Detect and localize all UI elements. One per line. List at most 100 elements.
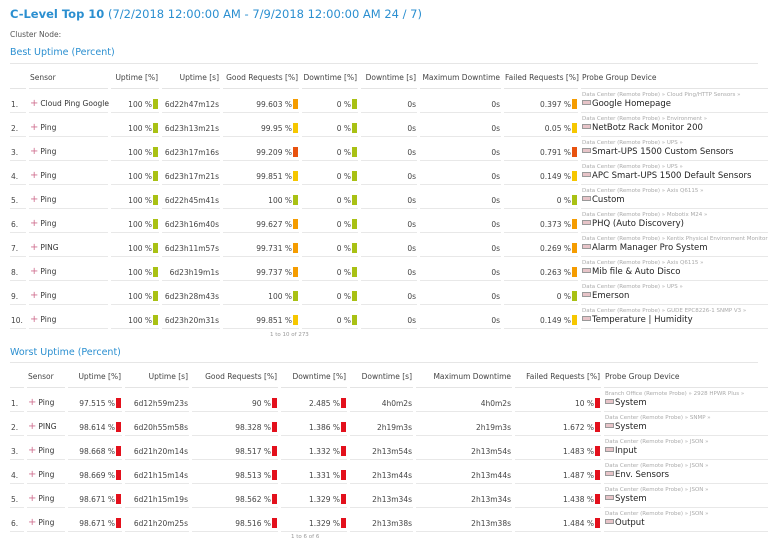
device-link[interactable]: Alarm Manager Pro System: [592, 243, 708, 253]
device-path-breadcrumb[interactable]: Data Center (Remote Probe) » Kentix Phys…: [582, 236, 768, 242]
device-path-breadcrumb[interactable]: Data Center (Remote Probe) » Environment…: [582, 116, 708, 122]
sensor-cell[interactable]: + Ping: [29, 305, 108, 329]
sensor-cell[interactable]: + Ping: [29, 209, 108, 233]
column-header-probe-group-device[interactable]: Probe Group Device: [604, 366, 768, 388]
sensor-link[interactable]: Ping: [38, 470, 55, 479]
probe-group-device: Data Center (Remote Probe) » Kentix Phys…: [581, 233, 768, 257]
sensor-link[interactable]: Ping: [38, 494, 55, 503]
downtime-percent-value: 0 %: [336, 148, 351, 157]
status-bar-fail: [572, 291, 577, 301]
column-header-downtime-percent[interactable]: Downtime [%]: [281, 366, 347, 388]
device-path-breadcrumb[interactable]: Data Center (Remote Probe) » JSON »: [605, 463, 709, 469]
status-bar-up: [116, 470, 121, 480]
sensor-cell[interactable]: + Ping: [29, 185, 108, 209]
sensor-cell[interactable]: + Ping: [29, 161, 108, 185]
sensor-link[interactable]: Ping: [40, 195, 57, 204]
sensor-link[interactable]: Ping: [38, 446, 55, 455]
sensor-cell[interactable]: + Ping: [27, 508, 65, 532]
sensor-cell[interactable]: + Ping: [27, 436, 65, 460]
device-path-breadcrumb[interactable]: Data Center (Remote Probe) » JSON »: [605, 439, 709, 445]
device-path-breadcrumb[interactable]: Data Center (Remote Probe) » Mobotix M24…: [582, 212, 708, 218]
uptime-seconds: 6d23h16m40s: [162, 209, 220, 233]
column-header-good-requests[interactable]: Good Requests [%]: [192, 366, 278, 388]
column-header-sensor[interactable]: Sensor: [27, 366, 65, 388]
device-link[interactable]: System: [615, 422, 647, 432]
uptime-percent-value: 97.515 %: [79, 399, 115, 408]
table-row: 1. + Ping 97.515 % 6d12h59m23s 90 % 2.485…: [10, 388, 768, 412]
table-row: 10. + Ping 100 % 6d23h20m31s 99.851 % 0 %…: [10, 305, 768, 329]
device-path-breadcrumb[interactable]: Data Center (Remote Probe) » UPS »: [582, 284, 683, 290]
device-link[interactable]: Custom: [592, 195, 625, 205]
sensor-link[interactable]: Ping: [40, 123, 57, 132]
device-link[interactable]: System: [615, 494, 647, 504]
sensor-cell[interactable]: + Ping: [27, 484, 65, 508]
worst-pager[interactable]: 1 to 6 of 6: [291, 534, 320, 540]
device-path-breadcrumb[interactable]: Data Center (Remote Probe) » JSON »: [605, 487, 709, 493]
sensor-link[interactable]: Ping: [40, 171, 57, 180]
column-header-failed-requests[interactable]: Failed Requests [%]: [515, 366, 601, 388]
sensor-cell[interactable]: + Ping: [27, 460, 65, 484]
device-path-breadcrumb[interactable]: Data Center (Remote Probe) » Axis Q6115 …: [582, 188, 704, 194]
uptime-seconds: 6d23h20m31s: [162, 305, 220, 329]
sensor-link[interactable]: Ping: [40, 219, 57, 228]
device-link[interactable]: Google Homepage: [592, 99, 672, 109]
ping-sensor-icon: +: [28, 469, 37, 480]
sensor-link[interactable]: Cloud Ping Google: [40, 99, 109, 108]
device-link[interactable]: Smart-UPS 1500 Custom Sensors: [592, 147, 734, 157]
rank: 2.: [10, 113, 26, 137]
column-header-sensor[interactable]: Sensor: [29, 67, 108, 89]
column-header-downtime-seconds[interactable]: Downtime [s]: [350, 366, 413, 388]
column-header-uptime-percent[interactable]: Uptime [%]: [111, 67, 159, 89]
column-header-uptime-seconds[interactable]: Uptime [s]: [125, 366, 189, 388]
device-path-breadcrumb[interactable]: Data Center (Remote Probe) » UPS »: [582, 140, 683, 146]
device-link[interactable]: PHQ (Auto Discovery): [592, 219, 684, 229]
device-path-breadcrumb[interactable]: Data Center (Remote Probe) » GUDE EPC822…: [582, 308, 747, 314]
device-path-breadcrumb[interactable]: Data Center (Remote Probe) » Axis Q6115 …: [582, 260, 704, 266]
device-link[interactable]: Env. Sensors: [615, 470, 670, 480]
column-header-good-requests[interactable]: Good Requests [%]: [223, 67, 299, 89]
sensor-link[interactable]: Ping: [40, 315, 57, 324]
sensor-cell[interactable]: + Ping: [29, 281, 108, 305]
device-link[interactable]: Emerson: [592, 291, 630, 301]
good-requests-value: 98.328 %: [235, 423, 271, 432]
sensor-cell[interactable]: + PING: [29, 233, 108, 257]
good-requests: 99.627 %: [223, 209, 299, 233]
device-link[interactable]: System: [615, 398, 647, 408]
column-header-probe-group-device[interactable]: Probe Group Device: [581, 67, 768, 89]
device-link[interactable]: NetBotz Rack Monitor 200: [592, 123, 703, 133]
column-header-uptime-seconds[interactable]: Uptime [s]: [162, 67, 220, 89]
device-link[interactable]: APC Smart-UPS 1500 Default Sensors: [592, 171, 752, 181]
column-header-uptime-percent[interactable]: Uptime [%]: [68, 366, 122, 388]
maximum-downtime: 4h0m2s: [416, 388, 512, 412]
sensor-link[interactable]: Ping: [38, 518, 55, 527]
device-link[interactable]: Input: [615, 446, 638, 456]
sensor-cell[interactable]: + Ping: [27, 388, 65, 412]
device-link[interactable]: Mib file & Auto Disco: [592, 267, 681, 277]
best-pager[interactable]: 1 to 10 of 273: [270, 332, 309, 338]
sensor-link[interactable]: Ping: [40, 147, 57, 156]
sensor-link[interactable]: Ping: [38, 398, 55, 407]
device-link[interactable]: Output: [615, 518, 645, 528]
device-path-breadcrumb[interactable]: Data Center (Remote Probe) » UPS »: [582, 164, 683, 170]
sensor-cell[interactable]: + PING: [27, 412, 65, 436]
device-path-breadcrumb[interactable]: Data Center (Remote Probe) » SNMP »: [605, 415, 711, 421]
sensor-link[interactable]: Ping: [40, 267, 57, 276]
sensor-cell[interactable]: + Cloud Ping Google: [29, 89, 109, 113]
downtime-percent: 0 %: [302, 257, 358, 281]
column-header-maximum-downtime[interactable]: Maximum Downtime: [416, 366, 512, 388]
sensor-link[interactable]: PING: [38, 422, 57, 431]
column-header-failed-requests[interactable]: Failed Requests [%]: [504, 67, 579, 89]
device-link[interactable]: Temperature | Humidity: [592, 315, 693, 325]
sensor-cell[interactable]: + Ping: [29, 113, 108, 137]
column-header-maximum-downtime[interactable]: Maximum Downtime: [420, 67, 501, 89]
column-header-downtime-percent[interactable]: Downtime [%]: [302, 67, 358, 89]
sensor-cell[interactable]: + Ping: [29, 137, 108, 161]
device-path-breadcrumb[interactable]: Data Center (Remote Probe) » JSON »: [605, 511, 709, 517]
device-path-breadcrumb[interactable]: Branch Office (Remote Probe) » 2928 HPWR…: [605, 391, 745, 397]
device-path-breadcrumb[interactable]: Data Center (Remote Probe) » Cloud Ping/…: [582, 92, 741, 98]
column-header-downtime-seconds[interactable]: Downtime [s]: [361, 67, 417, 89]
sensor-link[interactable]: Ping: [40, 291, 57, 300]
sensor-link[interactable]: PING: [40, 243, 59, 252]
downtime-percent-value: 1.329 %: [309, 495, 340, 504]
sensor-cell[interactable]: + Ping: [29, 257, 108, 281]
